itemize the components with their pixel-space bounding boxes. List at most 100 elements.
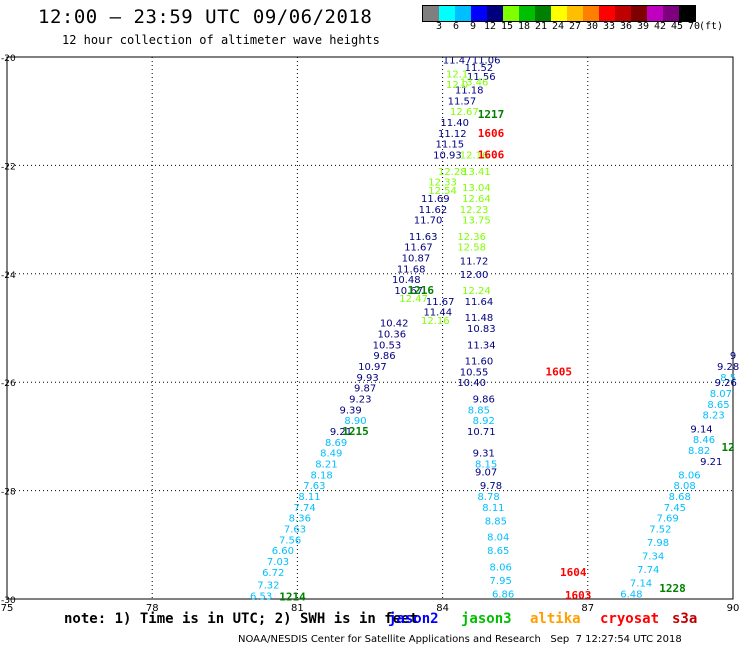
swh-value: 9.31	[473, 449, 495, 460]
swh-value: 7.32	[257, 580, 279, 591]
swh-value: 7.69	[657, 514, 679, 525]
colorbar-swatch	[471, 6, 487, 21]
swh-value: 12.24	[462, 286, 491, 297]
lat-tick-label: -30	[1, 596, 16, 606]
swh-value: 10.48	[392, 275, 421, 286]
swh-value: 11.52	[465, 63, 494, 74]
chart-subtitle: 12 hour collection of altimeter wave hei…	[62, 33, 380, 47]
colorbar-label: 70	[687, 21, 701, 32]
swh-value: 8.06	[678, 470, 700, 481]
pass-number-label: 1216	[408, 284, 435, 297]
swh-value: 11.68	[397, 264, 426, 275]
swh-value: 8.85	[485, 516, 507, 527]
lon-tick-label: 81	[291, 603, 304, 614]
swh-value: 12.58	[457, 243, 486, 254]
swh-value: 10.97	[358, 362, 387, 373]
swh-value: 12.47	[399, 294, 428, 305]
swh-value: 10.87	[402, 254, 431, 265]
swh-value: 7.34	[642, 552, 664, 563]
satellite-altika: altika	[530, 611, 581, 627]
colorbar-swatch	[631, 6, 647, 21]
swh-value: 7.14	[630, 579, 652, 590]
swh-value: 9.86	[473, 394, 495, 405]
pass-number-label: 1606	[478, 127, 505, 140]
colorbar-label: 27	[568, 21, 582, 32]
colorbar-swatch	[647, 6, 663, 21]
swh-value: 8.92	[473, 416, 495, 427]
pass-number-label: 1604	[560, 566, 587, 579]
swh-value: 11.67	[404, 243, 433, 254]
swh-value: 12.54	[428, 186, 457, 197]
swh-value: 7.63	[303, 481, 325, 492]
lat-tick-label: -20	[1, 54, 16, 64]
swh-value: 11.64	[465, 297, 494, 308]
swh-value: 11.69	[421, 194, 450, 205]
lat-tick-label: -28	[1, 488, 16, 498]
colorbar-label: 33	[602, 21, 616, 32]
swh-value: 8.65	[707, 400, 729, 411]
lat-tick-label: -26	[1, 379, 16, 389]
swh-value: 10.83	[467, 324, 496, 335]
swh-value: 8.08	[673, 481, 695, 492]
swh-value: 8.15	[475, 460, 497, 471]
swh-value: 8.46	[693, 435, 715, 446]
swh-value: 7.74	[294, 503, 316, 514]
swh-value: 9.87	[354, 384, 376, 395]
swh-value: 7.98	[647, 538, 669, 549]
swh-value: 12.64	[462, 194, 491, 205]
note-text: note: 1) Time is in UTC; 2) SWH is in fe…	[64, 611, 419, 627]
colorbar-label: 21	[534, 21, 548, 32]
swh-value: 9.14	[690, 424, 712, 435]
colorbar-label: 24	[551, 21, 565, 32]
colorbar-label: 42	[653, 21, 667, 32]
swh-value: 11.67	[426, 297, 455, 308]
swh-value: 8.23	[703, 411, 725, 422]
swh-value: 12.0	[446, 80, 468, 91]
swh-value: 8.06	[490, 562, 512, 573]
pass-number-label: 1606	[478, 149, 505, 162]
swh-value: 11.57	[448, 96, 477, 107]
swh-value: 8.82	[688, 446, 710, 457]
colorbar-label: 18	[517, 21, 531, 32]
swh-value: 8.69	[325, 438, 347, 449]
swh-value: 10.55	[460, 367, 489, 378]
lon-tick-label: 75	[1, 603, 14, 614]
swh-value: 11.34	[467, 340, 496, 351]
swh-value: 8.18	[310, 470, 332, 481]
lon-tick-label: 90	[727, 603, 740, 614]
swh-value: 11.47	[443, 56, 472, 67]
swh-value: 7.63	[284, 525, 306, 536]
swh-value: 13.75	[462, 216, 491, 227]
swh-value: 10.36	[377, 329, 406, 340]
swh-value: 8.78	[477, 492, 499, 503]
swh-value: 11.56	[467, 72, 496, 83]
swh-value: 8.49	[320, 449, 342, 460]
colorbar-label: 30	[585, 21, 599, 32]
swh-value: 11.06	[472, 56, 501, 67]
swh-value: 9.07	[475, 468, 497, 479]
swh-value: 9.26	[715, 378, 737, 389]
colorbar-swatch	[551, 6, 567, 21]
colorbar-label: 39	[636, 21, 650, 32]
swh-value: 6.53	[250, 592, 272, 603]
swh-value: 9.78	[480, 481, 502, 492]
swh-value: 8.04	[487, 533, 509, 544]
chart-title: 12:00 — 23:59 UTC 09/06/2018	[38, 6, 373, 28]
swh-value: 9.86	[373, 351, 395, 362]
colorbar-label: 6	[452, 21, 460, 32]
swh-value: 8.85	[468, 405, 490, 416]
colorbar-swatch	[535, 6, 551, 21]
pass-number-label: 1228	[659, 582, 686, 595]
colorbar-label: 36	[619, 21, 633, 32]
colorbar-label: 9	[469, 21, 477, 32]
satellite-jason3: jason3	[461, 611, 512, 627]
footer-credit: NOAA/NESDIS Center for Satellite Applica…	[238, 634, 682, 645]
pass-number-label: 1605	[546, 365, 573, 378]
colorbar-swatch	[679, 6, 695, 21]
lon-tick-label: 84	[436, 603, 449, 614]
swh-value: 12.36	[457, 232, 486, 243]
swh-value: 8.90	[344, 416, 366, 427]
swh-value: 13.41	[462, 167, 491, 178]
colorbar-swatch	[503, 6, 519, 21]
